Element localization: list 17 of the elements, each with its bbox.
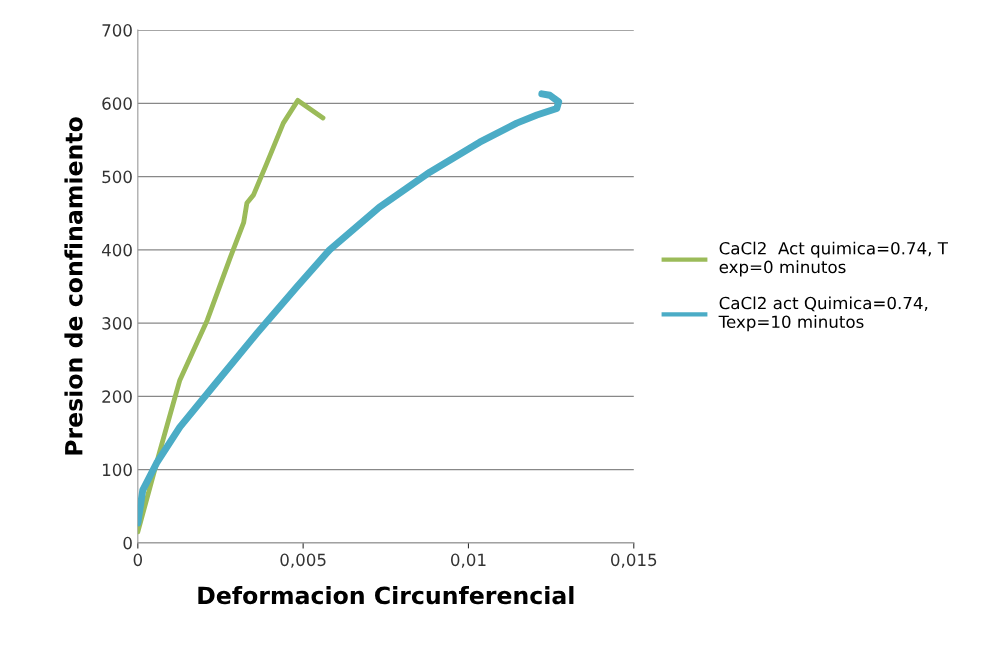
y-tick-label: 200 — [102, 390, 132, 403]
y-tick-label: 0 — [123, 536, 132, 550]
y-axis-title: Presion de confinamiento — [64, 117, 83, 455]
legend-label: CaCl2 Act quimica=0.74, T exp=0 minutos — [719, 241, 948, 277]
x-tick-label: 0,005 — [280, 553, 326, 568]
x-axis-title: Deformacion Circunferencial — [198, 586, 574, 605]
x-tick-label: 0 — [133, 553, 143, 567]
legend-label: CaCl2 act Quimica=0.74, Texp=10 minutos — [718, 296, 928, 332]
x-tick-label: 0,015 — [611, 553, 657, 568]
y-tick-label: 400 — [101, 243, 132, 257]
line-series — [137, 97, 326, 535]
x-tick-label: 0,01 — [451, 553, 486, 568]
y-tick-label: 500 — [102, 170, 132, 184]
y-tick-label: 100 — [102, 463, 132, 477]
y-tick-label: 300 — [102, 317, 132, 330]
y-tick-label: 600 — [102, 97, 132, 110]
y-tick-label: 700 — [102, 24, 132, 37]
